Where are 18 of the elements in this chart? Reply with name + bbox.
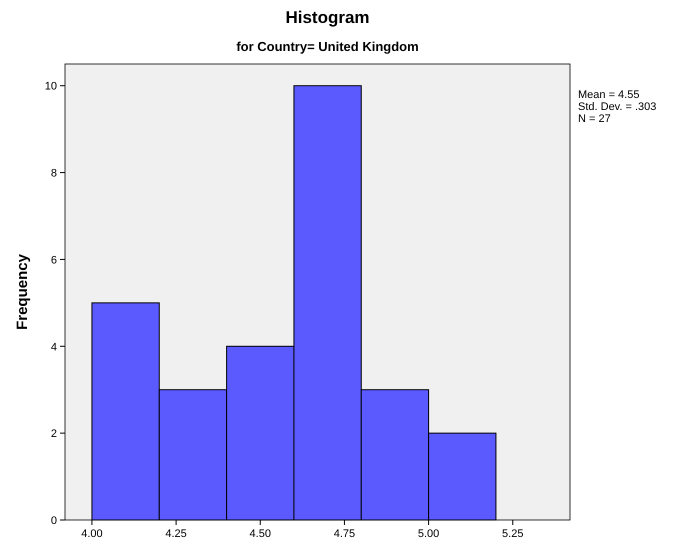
y-tick-label: 2: [50, 428, 57, 440]
y-tick-label: 0: [50, 515, 57, 527]
x-tick-label: 4.75: [334, 528, 356, 540]
chart-subtitle: for Country= United Kingdom: [236, 39, 419, 54]
x-tick-label: 4.50: [250, 528, 271, 540]
x-tick-label: 5.00: [418, 528, 440, 540]
x-tick-label: 4.00: [81, 528, 103, 540]
y-tick-label: 6: [50, 254, 57, 266]
chart-title: Histogram: [285, 8, 370, 27]
text: N = 27: [578, 113, 611, 125]
text: Std. Dev. = .303: [578, 101, 656, 113]
y-tick-label: 4: [50, 341, 57, 354]
y-tick-label: 10: [44, 80, 57, 93]
y-tick-label: 8: [50, 168, 57, 180]
y-axis-title: Frequency: [14, 253, 31, 330]
x-tick-label: 5.25: [502, 528, 524, 540]
x-tick-label: 4.25: [165, 528, 187, 540]
text: Mean = 4.55: [578, 89, 640, 101]
